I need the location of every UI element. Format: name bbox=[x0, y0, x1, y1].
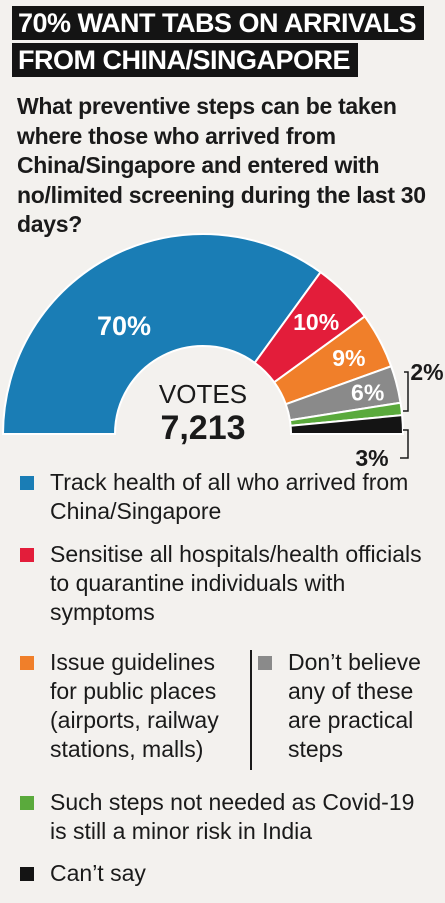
headline-line-1: 70% WANT TABS ON ARRIVALS bbox=[12, 6, 425, 40]
legend-item-cant-say: Can’t say bbox=[20, 859, 430, 888]
leader-line-3pct bbox=[400, 429, 409, 459]
legend-item-dont-believe: Don’t believe any of these are practical… bbox=[258, 648, 438, 764]
center-votes-label: VOTES bbox=[159, 379, 247, 409]
legend-divider bbox=[250, 650, 252, 770]
data-label-not-needed: 2% bbox=[410, 359, 443, 385]
slice-cant-say bbox=[289, 414, 405, 435]
legend-text: Issue guidelines for public places (airp… bbox=[50, 649, 219, 762]
data-label-cant-say: 3% bbox=[355, 445, 388, 471]
legend-text: Don’t believe any of these are practical… bbox=[288, 649, 421, 762]
leader-line-2pct bbox=[403, 371, 409, 412]
data-label-track-health: 70% bbox=[97, 311, 151, 341]
legend-swatch-grey bbox=[258, 656, 272, 670]
legend-swatch-blue bbox=[20, 476, 34, 490]
legend-swatch-orange bbox=[20, 656, 34, 670]
center-votes-value: 7,213 bbox=[160, 409, 245, 447]
legend-text: Can’t say bbox=[50, 860, 146, 886]
data-label-dont-believe: 6% bbox=[351, 380, 384, 406]
headline-line-2: FROM CHINA/SINGAPORE bbox=[12, 43, 359, 77]
data-label-sensitise: 10% bbox=[293, 309, 339, 335]
legend-item-guidelines: Issue guidelines for public places (airp… bbox=[20, 648, 245, 764]
legend-swatch-black bbox=[20, 867, 34, 881]
legend-text: Sensitise all hospitals/health officials… bbox=[50, 541, 422, 625]
legend-text: Track health of all who arrived from Chi… bbox=[50, 469, 409, 524]
legend-item-sensitise: Sensitise all hospitals/health officials… bbox=[20, 540, 430, 627]
legend-swatch-green bbox=[20, 796, 34, 810]
legend-text: Such steps not needed as Covid-19 is sti… bbox=[50, 789, 415, 844]
legend-swatch-red bbox=[20, 548, 34, 562]
data-label-guidelines: 9% bbox=[332, 345, 365, 371]
legend-item-not-needed: Such steps not needed as Covid-19 is sti… bbox=[20, 788, 430, 846]
slice-track-health bbox=[1, 233, 322, 435]
headline: 70% WANT TABS ON ARRIVALS FROM CHINA/SIN… bbox=[12, 6, 425, 80]
legend-item-track-health: Track health of all who arrived from Chi… bbox=[20, 468, 430, 526]
survey-question: What preventive steps can be taken where… bbox=[17, 93, 426, 237]
